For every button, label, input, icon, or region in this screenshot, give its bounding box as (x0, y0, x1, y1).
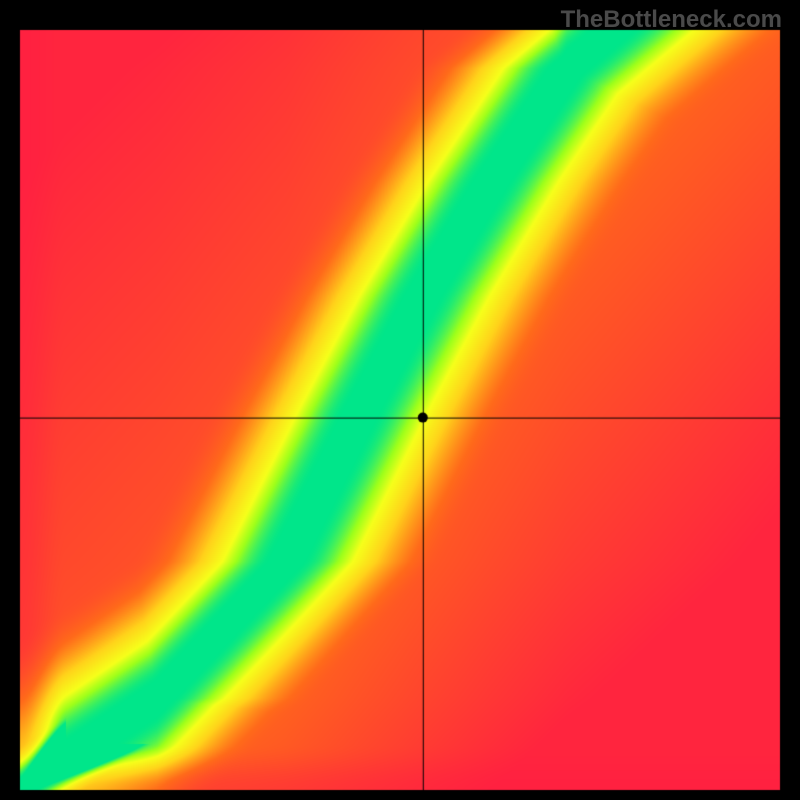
watermark-text: TheBottleneck.com (561, 6, 782, 34)
bottleneck-heatmap-canvas (0, 0, 800, 800)
chart-container: TheBottleneck.com (0, 0, 800, 800)
